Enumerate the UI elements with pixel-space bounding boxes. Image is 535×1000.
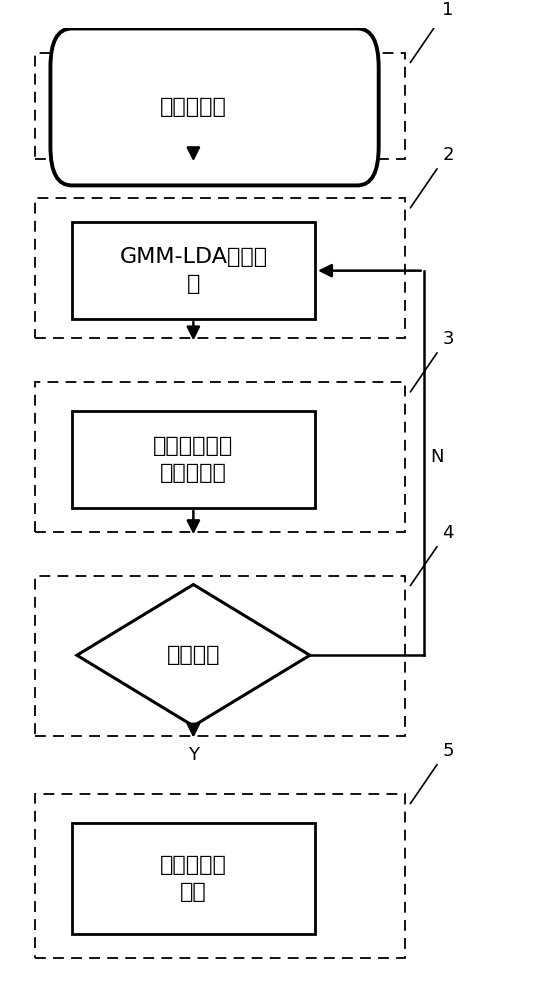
- Text: 初始数据集: 初始数据集: [160, 97, 227, 117]
- Bar: [72, 411, 315, 508]
- Text: 1: 1: [442, 1, 454, 19]
- Text: 输出最佳数
据集: 输出最佳数 据集: [160, 855, 227, 902]
- Bar: [35, 382, 405, 532]
- Text: 3: 3: [442, 330, 454, 348]
- Bar: [72, 823, 315, 934]
- Bar: [35, 576, 405, 736]
- Bar: [35, 198, 405, 338]
- Polygon shape: [77, 585, 310, 726]
- Text: Y: Y: [188, 746, 199, 764]
- Text: 2: 2: [442, 146, 454, 164]
- Bar: [35, 794, 405, 958]
- Bar: [35, 53, 405, 159]
- Text: GMM-LDA聚类模
型: GMM-LDA聚类模 型: [119, 247, 268, 294]
- Bar: [72, 222, 315, 319]
- Text: N: N: [430, 448, 444, 466]
- FancyBboxPatch shape: [50, 28, 379, 185]
- Text: 计算当前目标
函数最小值: 计算当前目标 函数最小值: [153, 436, 233, 483]
- Text: 5: 5: [442, 742, 454, 760]
- Text: 满足条件: 满足条件: [166, 645, 220, 665]
- Text: 4: 4: [442, 524, 454, 542]
